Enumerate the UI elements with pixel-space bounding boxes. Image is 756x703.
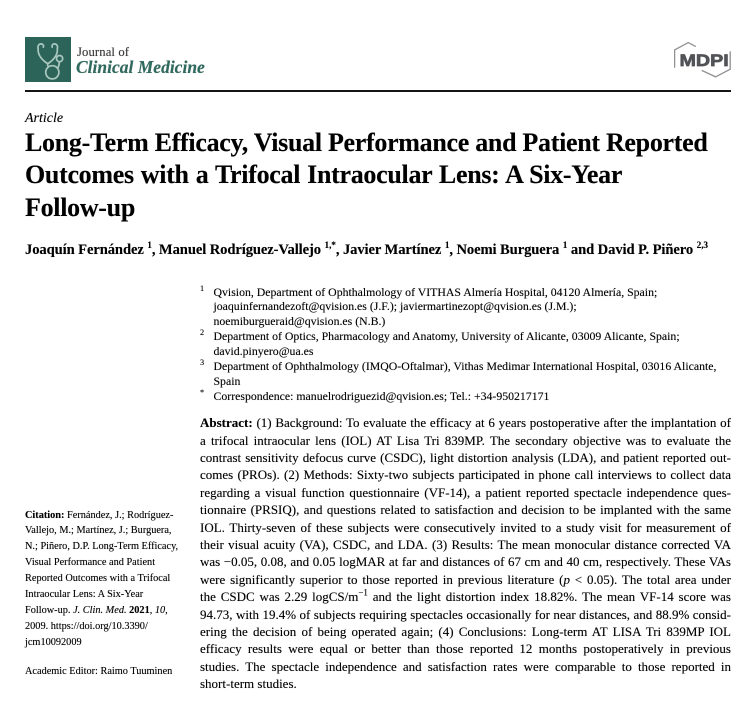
svg-text:MDPI: MDPI [680, 50, 729, 69]
